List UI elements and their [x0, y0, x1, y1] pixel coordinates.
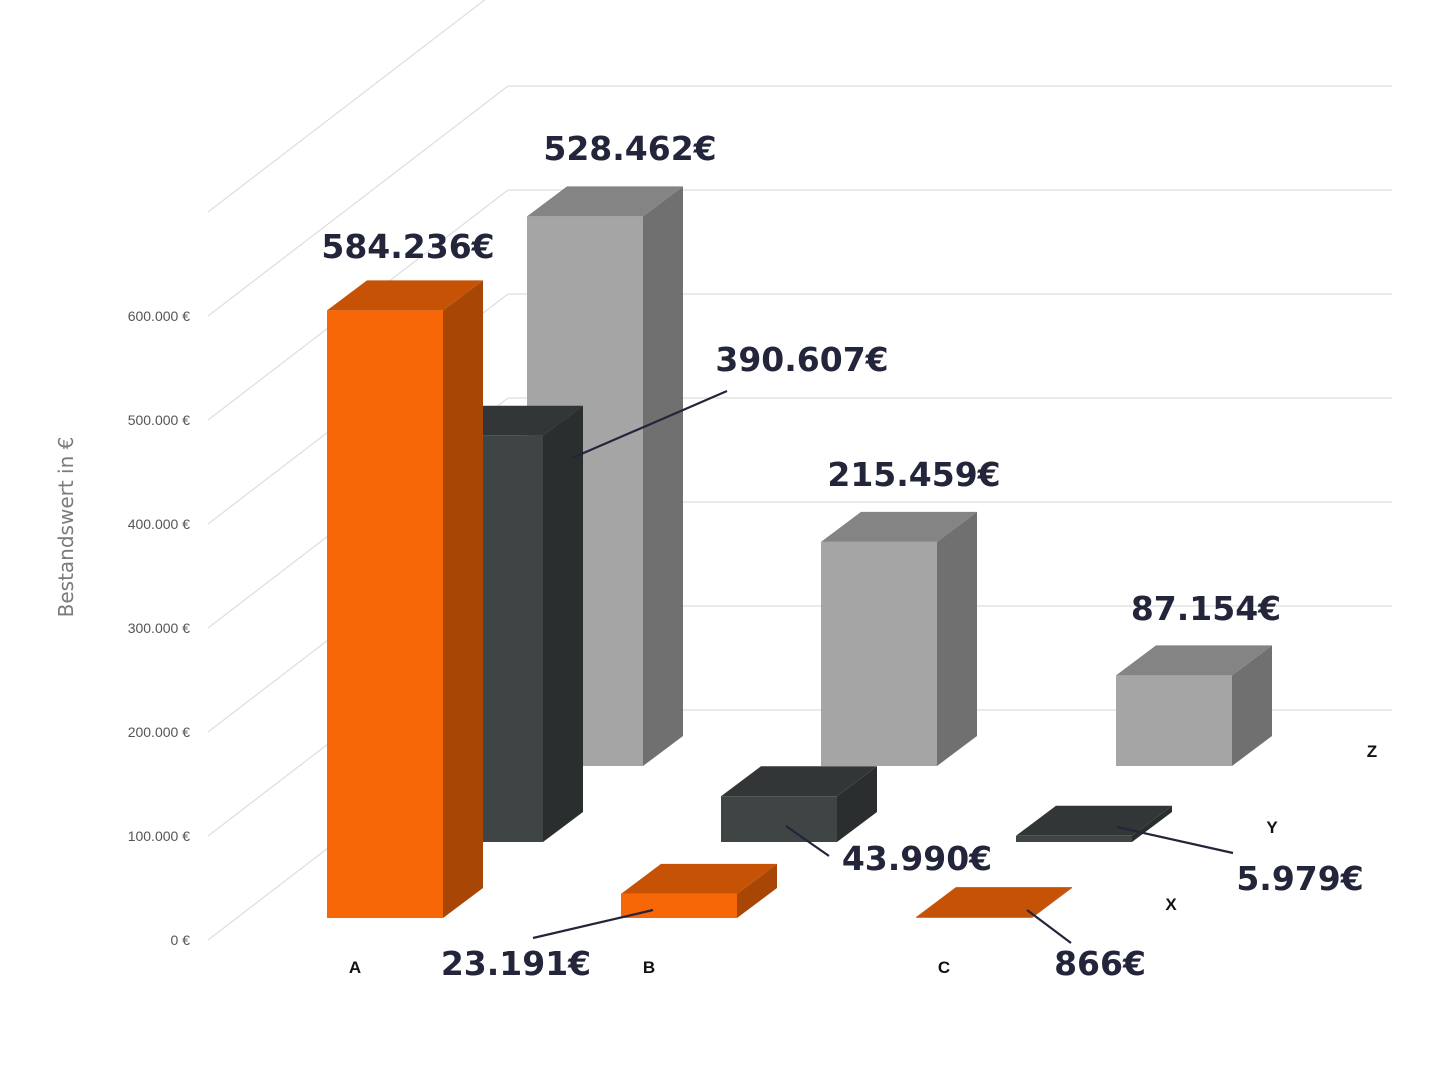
series-depth-labels: X Y Z — [1165, 742, 1377, 914]
series-label-Y: Y — [1266, 818, 1278, 837]
bar-top — [327, 280, 483, 311]
bar-Z-A — [527, 186, 683, 766]
leader-lines — [532, 389, 1234, 944]
leader-line — [785, 825, 830, 857]
bar-side — [443, 280, 483, 919]
bar-top — [527, 186, 683, 217]
bar-side — [643, 186, 683, 766]
gridline — [207, 0, 486, 213]
data-label-Y-B: 43.990€ — [842, 839, 992, 878]
gridline — [207, 397, 1392, 629]
data-label-X-C: 866€ — [1054, 944, 1146, 983]
bars — [327, 186, 1272, 919]
y-tick-label: 200.000 € — [128, 724, 190, 740]
bar-front — [916, 917, 1032, 918]
data-label-X-A: 584.236€ — [321, 227, 494, 266]
bar-top — [821, 511, 977, 542]
bar-Y-C — [1016, 805, 1172, 842]
data-label-Z-C: 87.154€ — [1131, 589, 1281, 628]
data-label-X-B: 23.191€ — [441, 944, 591, 983]
bar-top — [721, 766, 877, 797]
bar-X-A — [327, 280, 483, 919]
y-tick-label: 400.000 € — [128, 516, 190, 532]
bar-side — [1032, 887, 1072, 918]
leader-line — [1116, 825, 1234, 855]
category-label-A: A — [349, 958, 361, 977]
bar-side — [937, 511, 977, 766]
bar-front — [821, 541, 937, 766]
bar-X-B — [621, 863, 777, 918]
y-tick-label: 300.000 € — [128, 620, 190, 636]
bar-Y-B — [721, 766, 877, 842]
y-tick-label: 100.000 € — [128, 828, 190, 844]
bar-side — [837, 766, 877, 842]
leader-line — [532, 908, 654, 940]
bar-X-C — [916, 887, 1072, 918]
bar-top — [1116, 645, 1272, 676]
data-label-Y-A: 390.607€ — [715, 340, 888, 379]
bar-top — [621, 863, 777, 894]
bar-Z-B — [821, 511, 977, 766]
category-labels: A B C — [349, 958, 950, 977]
data-label-Z-A: 528.462€ — [543, 129, 716, 168]
gridline — [207, 293, 1392, 525]
leader-line — [1026, 909, 1072, 944]
gridline — [207, 85, 1392, 317]
bar-front — [1116, 675, 1232, 766]
data-label-Z-B: 215.459€ — [827, 455, 1000, 494]
bar-top — [916, 887, 1072, 918]
bar-front — [721, 796, 837, 842]
bar-Z-C — [1116, 645, 1272, 766]
bar-side — [737, 863, 777, 918]
bar-side — [543, 405, 583, 842]
category-label-C: C — [938, 958, 950, 977]
bar-side — [1232, 645, 1272, 766]
y-tick-label: 500.000 € — [128, 412, 190, 428]
y-axis: Bestandswert in € 0 € 100.000 € 200.000 € 3… — [54, 308, 190, 948]
bar-top — [1016, 805, 1172, 836]
leader-line — [571, 389, 728, 460]
data-label-Y-C: 5.979€ — [1236, 859, 1363, 898]
bar-front — [327, 310, 443, 919]
category-label-B: B — [643, 958, 655, 977]
gridline — [207, 189, 1392, 421]
y-axis-label: Bestandswert in € — [54, 437, 78, 618]
y-tick-label: 600.000 € — [128, 308, 190, 324]
y-tick-label: 0 € — [171, 932, 191, 948]
data-labels: 584.236€ 23.191€ 866€ 390.607€ 43.990€ 5.979€… — [321, 129, 1363, 983]
series-label-X: X — [1165, 895, 1177, 914]
series-label-Z: Z — [1367, 742, 1377, 761]
bar-front — [1016, 835, 1132, 842]
